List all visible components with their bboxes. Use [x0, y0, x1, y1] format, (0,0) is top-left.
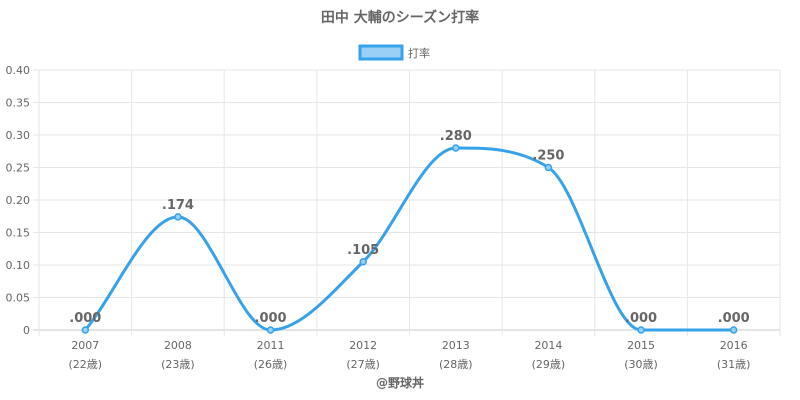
data-point	[81, 326, 90, 334]
x-tick-age-label: (30歳)	[624, 358, 658, 371]
y-tick-label: 0.05	[6, 292, 31, 305]
legend[interactable]: 打率	[358, 44, 430, 61]
data-label: .000	[255, 311, 287, 326]
data-point	[452, 144, 460, 152]
x-tick-label: 2013	[442, 339, 470, 352]
data-point	[544, 163, 553, 172]
y-tick-label: 0.10	[6, 259, 31, 272]
x-tick-label: 2014	[534, 339, 562, 352]
x-tick-age-label: (26歳)	[254, 358, 288, 371]
x-tick-label: 2007	[71, 339, 99, 352]
x-tick-label: 2016	[720, 339, 748, 352]
y-tick-label: 0.25	[6, 162, 31, 175]
data-label: .000	[718, 311, 750, 326]
x-tick-age-label: (22歳)	[69, 358, 103, 371]
y-tick-label: 0.40	[6, 64, 31, 77]
x-tick-age-label: (28歳)	[439, 358, 473, 371]
x-tick-age-label: (27歳)	[346, 358, 380, 371]
x-tick-age-label: (23歳)	[161, 358, 195, 371]
data-label: .280	[440, 129, 472, 144]
footer-credit: @野球丼	[376, 375, 424, 390]
y-tick-label: 0	[23, 324, 30, 337]
x-tick-label: 2011	[257, 339, 285, 352]
x-tick-label: 2012	[349, 339, 377, 352]
data-label: .000	[69, 311, 101, 326]
y-tick-label: 0.20	[6, 194, 31, 207]
y-tick-label: 0.35	[6, 97, 31, 110]
data-point	[729, 326, 738, 334]
legend-swatch-batting-average	[358, 44, 404, 61]
data-point	[637, 326, 645, 334]
data-label: .250	[532, 149, 564, 164]
x-tick-label: 2008	[164, 339, 192, 352]
y-tick-label: 0.15	[6, 227, 31, 240]
y-tick-label: 0.30	[6, 129, 31, 142]
x-tick-label: 2015	[627, 339, 655, 352]
data-point	[359, 258, 367, 266]
series-line-batting-average	[84, 146, 734, 332]
data-point	[266, 326, 275, 334]
data-label: .105	[347, 243, 379, 258]
data-point	[174, 213, 182, 221]
x-tick-age-label: (31歳)	[717, 358, 751, 371]
chart-title: 田中 大輔のシーズン打率	[321, 9, 479, 26]
data-label: .174	[162, 198, 194, 213]
legend-label-batting-average: 打率	[408, 46, 430, 60]
data-label: .000	[625, 311, 657, 326]
x-tick-age-label: (29歳)	[532, 358, 566, 371]
